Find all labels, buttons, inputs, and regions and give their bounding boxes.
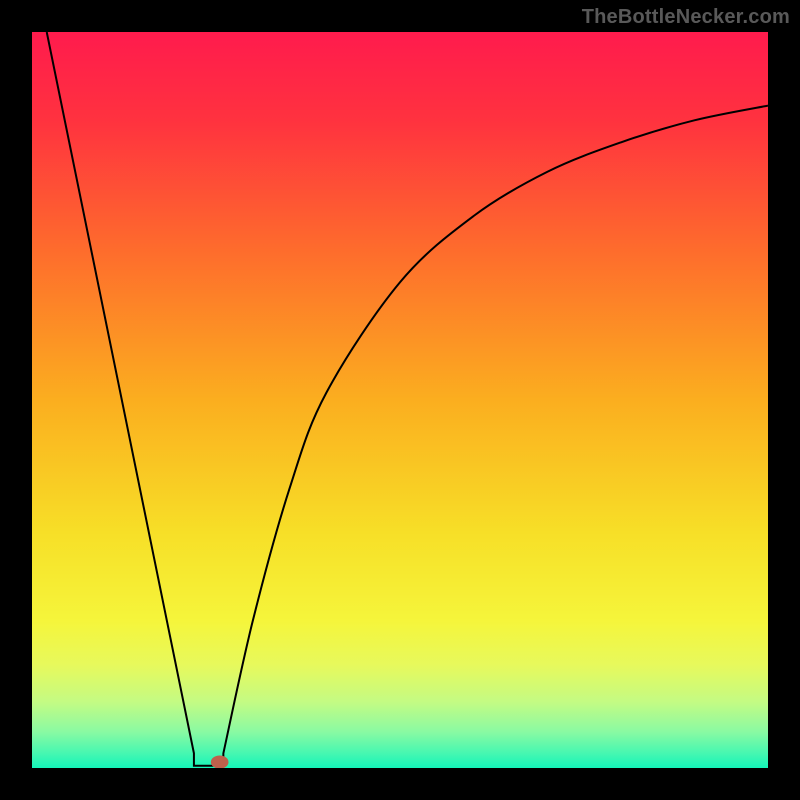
- chart-frame: TheBottleNecker.com: [0, 0, 800, 800]
- plot-area: [32, 32, 768, 768]
- bottleneck-chart: [32, 32, 768, 768]
- watermark-text: TheBottleNecker.com: [582, 6, 790, 29]
- gradient-background: [32, 32, 768, 768]
